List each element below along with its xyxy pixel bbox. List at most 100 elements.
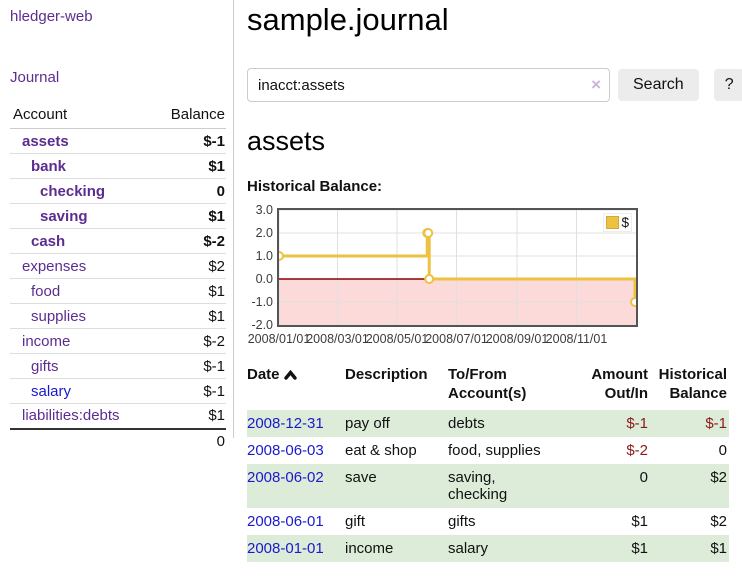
- account-balance: $1: [151, 278, 226, 304]
- transaction-date-link[interactable]: 2008-12-31: [247, 415, 324, 432]
- account-row: cash $-2: [10, 228, 226, 254]
- transaction-amount: $-1: [560, 410, 650, 437]
- balance-column-header-main: Historical Balance: [658, 366, 727, 402]
- account-balance: $-1: [151, 378, 226, 404]
- y-axis-tick-label: -2.0: [251, 318, 273, 332]
- x-axis-tick-label: 2008/03/01: [306, 332, 369, 346]
- transaction-date-cell: 2008-12-31: [247, 410, 345, 437]
- chart-plot-area: $: [277, 208, 638, 327]
- sort-asc-icon: [283, 367, 297, 384]
- account-balance: $2: [151, 253, 226, 279]
- transaction-amount: $1: [631, 513, 648, 530]
- account-balance: $-2: [151, 228, 226, 254]
- transaction-balance: $2: [650, 464, 729, 508]
- chart-legend: $: [603, 213, 632, 232]
- transaction-date-cell: 2008-06-01: [247, 508, 345, 535]
- account-link[interactable]: checking: [40, 182, 106, 200]
- date-column-header[interactable]: Date: [247, 363, 345, 410]
- search-bar: × Search ?: [247, 68, 742, 102]
- x-axis-tick-label: 2008/01/01: [247, 332, 311, 346]
- account-link[interactable]: cash: [31, 232, 66, 250]
- register-header-row: Date Description To/From Account(s) Amoun…: [247, 363, 729, 410]
- transaction-description: gift: [345, 513, 366, 530]
- clear-search-icon[interactable]: ×: [591, 75, 601, 94]
- account-row: assets $-1: [10, 129, 226, 154]
- account-balance: $1: [151, 153, 226, 179]
- transaction-amount: $1: [560, 535, 650, 562]
- transaction-date-link[interactable]: 2008-06-01: [247, 513, 324, 530]
- balance-column-header: Balance: [151, 100, 226, 129]
- description-column-header: Description: [345, 366, 428, 383]
- transaction-row: 2008-06-01 gift gifts $1 $2: [247, 508, 729, 535]
- account-link[interactable]: saving: [40, 207, 88, 225]
- sidebar-item-journal[interactable]: Journal: [10, 69, 60, 86]
- transaction-amount: $-2: [626, 442, 648, 459]
- x-axis-tick-label: 2008/07/01: [425, 332, 488, 346]
- account-link[interactable]: income: [22, 332, 71, 350]
- accounts-column-header: To/From Account(s): [448, 366, 527, 402]
- account-link[interactable]: salary: [31, 382, 72, 400]
- search-input[interactable]: [247, 68, 610, 102]
- search-button[interactable]: Search: [618, 69, 699, 101]
- y-axis-tick-label: 1.0: [255, 249, 273, 263]
- total-balance: 0: [151, 427, 226, 454]
- register-table: Date Description To/From Account(s) Amoun…: [247, 363, 729, 562]
- legend-label: $: [621, 215, 629, 230]
- account-row: food $1: [10, 278, 226, 304]
- transaction-description: pay off: [345, 410, 448, 437]
- account-row: liabilities:debts $1: [10, 403, 226, 429]
- transaction-date-link[interactable]: 2008-01-01: [247, 540, 324, 557]
- chart-title: Historical Balance:: [247, 178, 383, 195]
- account-row: salary $-1: [10, 378, 226, 404]
- account-link[interactable]: assets: [22, 132, 69, 150]
- account-link[interactable]: food: [31, 282, 61, 300]
- sidebar-total-row: 0: [10, 427, 226, 454]
- sidebar-divider: [233, 0, 234, 438]
- transaction-accounts: debts: [448, 410, 560, 437]
- account-balance: $1: [151, 303, 226, 329]
- account-row: gifts $-1: [10, 353, 226, 379]
- transaction-date-cell: 2008-01-01: [247, 535, 345, 562]
- app-brand-link[interactable]: hledger-web: [10, 8, 93, 25]
- account-link[interactable]: liabilities:debts: [22, 407, 120, 425]
- amount-column-header: Amount Out/In: [591, 366, 648, 402]
- transaction-date-cell: 2008-06-02: [247, 464, 345, 508]
- account-row: bank $1: [10, 153, 226, 179]
- search-input-wrap: ×: [247, 68, 610, 102]
- account-link[interactable]: bank: [31, 157, 67, 175]
- account-link[interactable]: expenses: [22, 257, 87, 275]
- account-link[interactable]: supplies: [31, 307, 87, 325]
- account-link[interactable]: gifts: [31, 357, 59, 375]
- account-column-header: Account: [10, 100, 152, 129]
- transaction-date-link[interactable]: 2008-06-02: [247, 469, 324, 486]
- account-heading: assets: [247, 126, 326, 156]
- transaction-balance: 0: [718, 442, 727, 459]
- transaction-row: 2008-12-31 pay off debts $-1 $-1: [247, 410, 729, 437]
- account-row: saving $1: [10, 203, 226, 229]
- y-axis-tick-label: 0.0: [255, 272, 273, 286]
- sidebar-accounts-body: assets $-1 bank $1 checking 0 saving $1 cash $-2 e…: [10, 129, 226, 429]
- account-balance: $1: [151, 203, 226, 229]
- register-body: 2008-12-31 pay off debts $-1 $-1 2008-06-03 ea…: [247, 410, 729, 562]
- account-balance: 0: [151, 178, 226, 204]
- account-row: income $-2: [10, 328, 226, 354]
- account-row: checking 0: [10, 178, 226, 204]
- transaction-accounts: salary: [448, 535, 560, 562]
- page-title: sample.journal: [247, 2, 449, 37]
- x-axis-tick-label: 2008/11/01: [545, 332, 608, 346]
- transaction-description: eat & shop: [345, 442, 417, 459]
- transaction-accounts: food, supplies: [448, 442, 541, 459]
- transaction-row: 2008-06-02 save saving, checking 0 $2: [247, 464, 729, 508]
- account-row: expenses $2: [10, 253, 226, 279]
- help-button[interactable]: ?: [713, 69, 742, 101]
- total-spacer: [10, 427, 152, 454]
- transaction-date-link[interactable]: 2008-06-03: [247, 442, 324, 459]
- transaction-date-cell: 2008-06-03: [247, 437, 345, 464]
- y-axis-tick-label: 2.0: [255, 226, 273, 240]
- transaction-balance: $-1: [650, 410, 729, 437]
- transaction-amount: 0: [560, 464, 650, 508]
- sidebar: hledger-web Journal Account Balance asse…: [0, 0, 233, 582]
- transaction-description: save: [345, 464, 448, 508]
- historical-balance-chart: $ 3.0 2.0 1.0 0.0 -1.0 -2.0 2008/01/01 2008/03/…: [247, 203, 742, 351]
- transaction-accounts: gifts: [448, 513, 476, 530]
